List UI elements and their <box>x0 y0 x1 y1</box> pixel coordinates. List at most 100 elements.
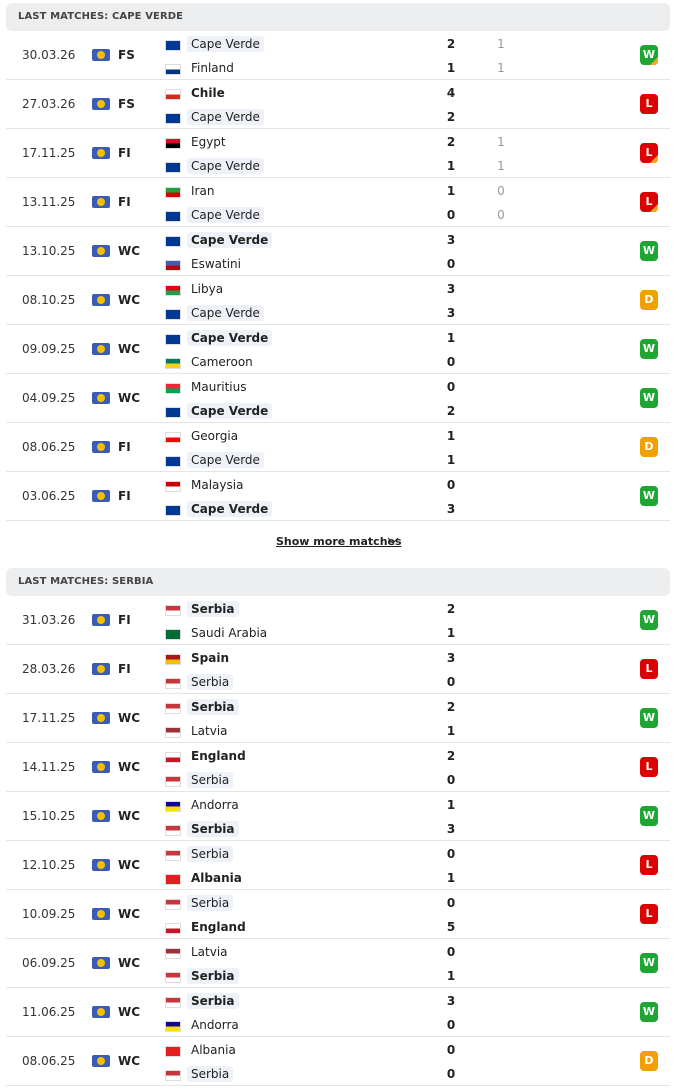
team-flag <box>165 334 181 345</box>
match-row[interactable]: 04.09.25 WC Mauritius 0 Cape Verde 2 W <box>6 374 670 423</box>
score: 0 <box>446 896 456 910</box>
team-flag <box>165 236 181 247</box>
team-flag <box>165 383 181 394</box>
section-header: LAST MATCHES: CAPE VERDE <box>6 3 670 31</box>
team-name: Cape Verde <box>187 158 264 174</box>
match-date: 03.06.25 <box>22 489 76 503</box>
competition-icon <box>92 614 110 626</box>
score: 0 <box>446 1018 456 1032</box>
team-name: Spain <box>191 651 229 665</box>
team-name: Serbia <box>187 601 239 617</box>
match-row[interactable]: 03.06.25 FI Malaysia 0 Cape Verde 3 W <box>6 472 670 521</box>
team-flag <box>165 874 181 885</box>
section-title: LAST MATCHES: SERBIA <box>18 576 154 587</box>
result-badge: W <box>640 388 658 408</box>
secondary-score: 1 <box>497 159 505 173</box>
match-date: 08.06.25 <box>22 440 76 454</box>
match-date: 10.09.25 <box>22 907 76 921</box>
match-date: 08.10.25 <box>22 293 76 307</box>
match-row[interactable]: 15.10.25 WC Andorra 1 Serbia 3 W <box>6 792 670 841</box>
team-flag <box>165 899 181 910</box>
score: 2 <box>446 37 456 51</box>
match-row[interactable]: 08.06.25 FI Georgia 1 Cape Verde 1 D <box>6 423 670 472</box>
match-row[interactable]: 17.11.25 WC Serbia 2 Latvia 1 W <box>6 694 670 743</box>
team-name: Cape Verde <box>187 452 264 468</box>
section-header: LAST MATCHES: SERBIA <box>6 568 670 596</box>
score: 5 <box>446 920 456 934</box>
score: 2 <box>446 135 456 149</box>
match-row[interactable]: 17.11.25 FI Egypt 2 1 Cape Verde 1 1 L <box>6 129 670 178</box>
match-row[interactable]: 06.09.25 WC Latvia 0 Serbia 1 W <box>6 939 670 988</box>
show-more-link[interactable]: Show more matches <box>276 535 402 548</box>
team-name: Latvia <box>191 945 228 959</box>
team-flag <box>165 505 181 516</box>
match-row[interactable]: 08.10.25 WC Libya 3 Cape Verde 3 D <box>6 276 670 325</box>
match-date: 14.11.25 <box>22 760 76 774</box>
score: 0 <box>446 208 456 222</box>
match-row[interactable]: 13.10.25 WC Cape Verde 3 Eswatini 0 W <box>6 227 670 276</box>
team-name: Serbia <box>187 674 234 690</box>
team-name: Serbia <box>187 968 239 984</box>
score: 2 <box>446 404 456 418</box>
competition: WC <box>118 1005 141 1019</box>
team-flag <box>165 1046 181 1057</box>
competition-icon <box>92 441 110 453</box>
team-name: Cape Verde <box>187 109 264 125</box>
match-date: 31.03.26 <box>22 613 76 627</box>
competition-icon <box>92 49 110 61</box>
match-row[interactable]: 10.09.25 WC Serbia 0 England 5 L <box>6 890 670 939</box>
competition-icon <box>92 859 110 871</box>
score: 2 <box>446 700 456 714</box>
team-name: Cape Verde <box>187 305 264 321</box>
competition-icon <box>92 147 110 159</box>
team-name: Cape Verde <box>187 36 264 52</box>
competition: WC <box>118 809 141 823</box>
match-row[interactable]: 13.11.25 FI Iran 1 0 Cape Verde 0 0 L <box>6 178 670 227</box>
match-row[interactable]: 27.03.26 FS Chile 4 Cape Verde 2 L <box>6 80 670 129</box>
score: 1 <box>446 626 456 640</box>
team-flag <box>165 432 181 443</box>
competition: FS <box>118 97 135 111</box>
team-flag <box>165 40 181 51</box>
score: 1 <box>446 61 456 75</box>
score: 1 <box>446 871 456 885</box>
score: 3 <box>446 306 456 320</box>
match-row[interactable]: 08.06.25 WC Albania 0 Serbia 0 D <box>6 1037 670 1086</box>
team-flag <box>165 678 181 689</box>
team-name: Libya <box>191 282 224 296</box>
competition-icon <box>92 908 110 920</box>
chevron-icon[interactable] <box>387 536 399 546</box>
team-flag <box>165 309 181 320</box>
team-flag <box>165 113 181 124</box>
match-row[interactable]: 09.09.25 WC Cape Verde 1 Cameroon 0 W <box>6 325 670 374</box>
team-flag <box>165 801 181 812</box>
match-row[interactable]: 28.03.26 FI Spain 3 Serbia 0 L <box>6 645 670 694</box>
match-row[interactable]: 30.03.26 FS Cape Verde 2 1 Finland 1 1 W <box>6 31 670 80</box>
team-name: Serbia <box>187 993 239 1009</box>
result-badge: L <box>640 855 658 875</box>
competition-icon <box>92 245 110 257</box>
team-flag <box>165 752 181 763</box>
match-row[interactable]: 14.11.25 WC England 2 Serbia 0 L <box>6 743 670 792</box>
competition: WC <box>118 858 141 872</box>
score: 1 <box>446 453 456 467</box>
competition-icon <box>92 294 110 306</box>
match-date: 17.11.25 <box>22 711 76 725</box>
score: 1 <box>446 331 456 345</box>
team-flag <box>165 64 181 75</box>
team-name: Andorra <box>191 798 239 812</box>
team-flag <box>165 654 181 665</box>
match-row[interactable]: 12.10.25 WC Serbia 0 Albania 1 L <box>6 841 670 890</box>
team-flag <box>165 407 181 418</box>
competition: FI <box>118 662 131 676</box>
team-flag <box>165 923 181 934</box>
score: 1 <box>446 159 456 173</box>
match-row[interactable]: 31.03.26 FI Serbia 2 Saudi Arabia 1 W <box>6 596 670 645</box>
team-name: Cape Verde <box>187 232 273 248</box>
score: 3 <box>446 233 456 247</box>
team-name: Cameroon <box>191 355 253 369</box>
competition-icon <box>92 392 110 404</box>
team-name: England <box>191 749 246 763</box>
match-row[interactable]: 11.06.25 WC Serbia 3 Andorra 0 W <box>6 988 670 1037</box>
